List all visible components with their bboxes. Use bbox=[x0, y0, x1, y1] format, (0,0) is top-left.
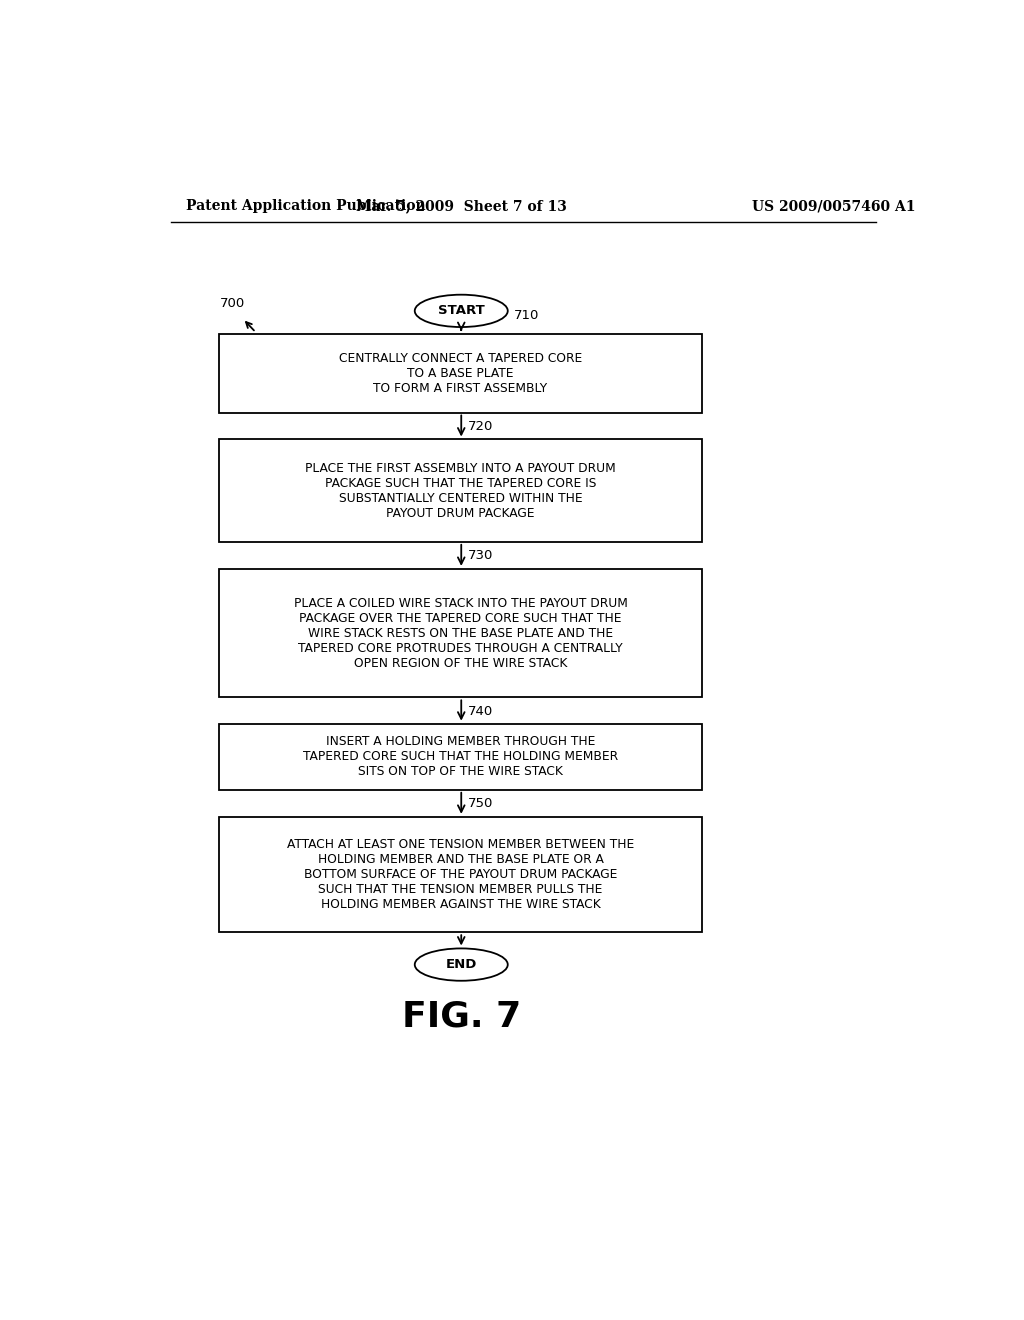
Text: US 2009/0057460 A1: US 2009/0057460 A1 bbox=[752, 199, 915, 213]
FancyBboxPatch shape bbox=[219, 440, 701, 543]
Text: INSERT A HOLDING MEMBER THROUGH THE
TAPERED CORE SUCH THAT THE HOLDING MEMBER
SI: INSERT A HOLDING MEMBER THROUGH THE TAPE… bbox=[303, 735, 618, 779]
Text: 720: 720 bbox=[467, 420, 493, 433]
Ellipse shape bbox=[415, 294, 508, 327]
Text: 740: 740 bbox=[467, 705, 493, 718]
Text: 730: 730 bbox=[467, 549, 493, 562]
FancyBboxPatch shape bbox=[219, 817, 701, 932]
Text: 750: 750 bbox=[467, 797, 493, 810]
Text: FIG. 7: FIG. 7 bbox=[401, 1001, 521, 1034]
FancyBboxPatch shape bbox=[219, 334, 701, 412]
Text: ATTACH AT LEAST ONE TENSION MEMBER BETWEEN THE
HOLDING MEMBER AND THE BASE PLATE: ATTACH AT LEAST ONE TENSION MEMBER BETWE… bbox=[287, 838, 634, 911]
Text: END: END bbox=[445, 958, 477, 972]
Text: 710: 710 bbox=[514, 309, 540, 322]
Text: Patent Application Publication: Patent Application Publication bbox=[186, 199, 426, 213]
Text: Mar. 5, 2009  Sheet 7 of 13: Mar. 5, 2009 Sheet 7 of 13 bbox=[355, 199, 566, 213]
Ellipse shape bbox=[415, 948, 508, 981]
Text: 700: 700 bbox=[219, 297, 245, 310]
Text: CENTRALLY CONNECT A TAPERED CORE
TO A BASE PLATE
TO FORM A FIRST ASSEMBLY: CENTRALLY CONNECT A TAPERED CORE TO A BA… bbox=[339, 351, 582, 395]
Text: PLACE A COILED WIRE STACK INTO THE PAYOUT DRUM
PACKAGE OVER THE TAPERED CORE SUC: PLACE A COILED WIRE STACK INTO THE PAYOU… bbox=[294, 597, 628, 669]
FancyBboxPatch shape bbox=[219, 569, 701, 697]
FancyBboxPatch shape bbox=[219, 723, 701, 789]
Text: START: START bbox=[438, 305, 484, 317]
Text: PLACE THE FIRST ASSEMBLY INTO A PAYOUT DRUM
PACKAGE SUCH THAT THE TAPERED CORE I: PLACE THE FIRST ASSEMBLY INTO A PAYOUT D… bbox=[305, 462, 615, 520]
